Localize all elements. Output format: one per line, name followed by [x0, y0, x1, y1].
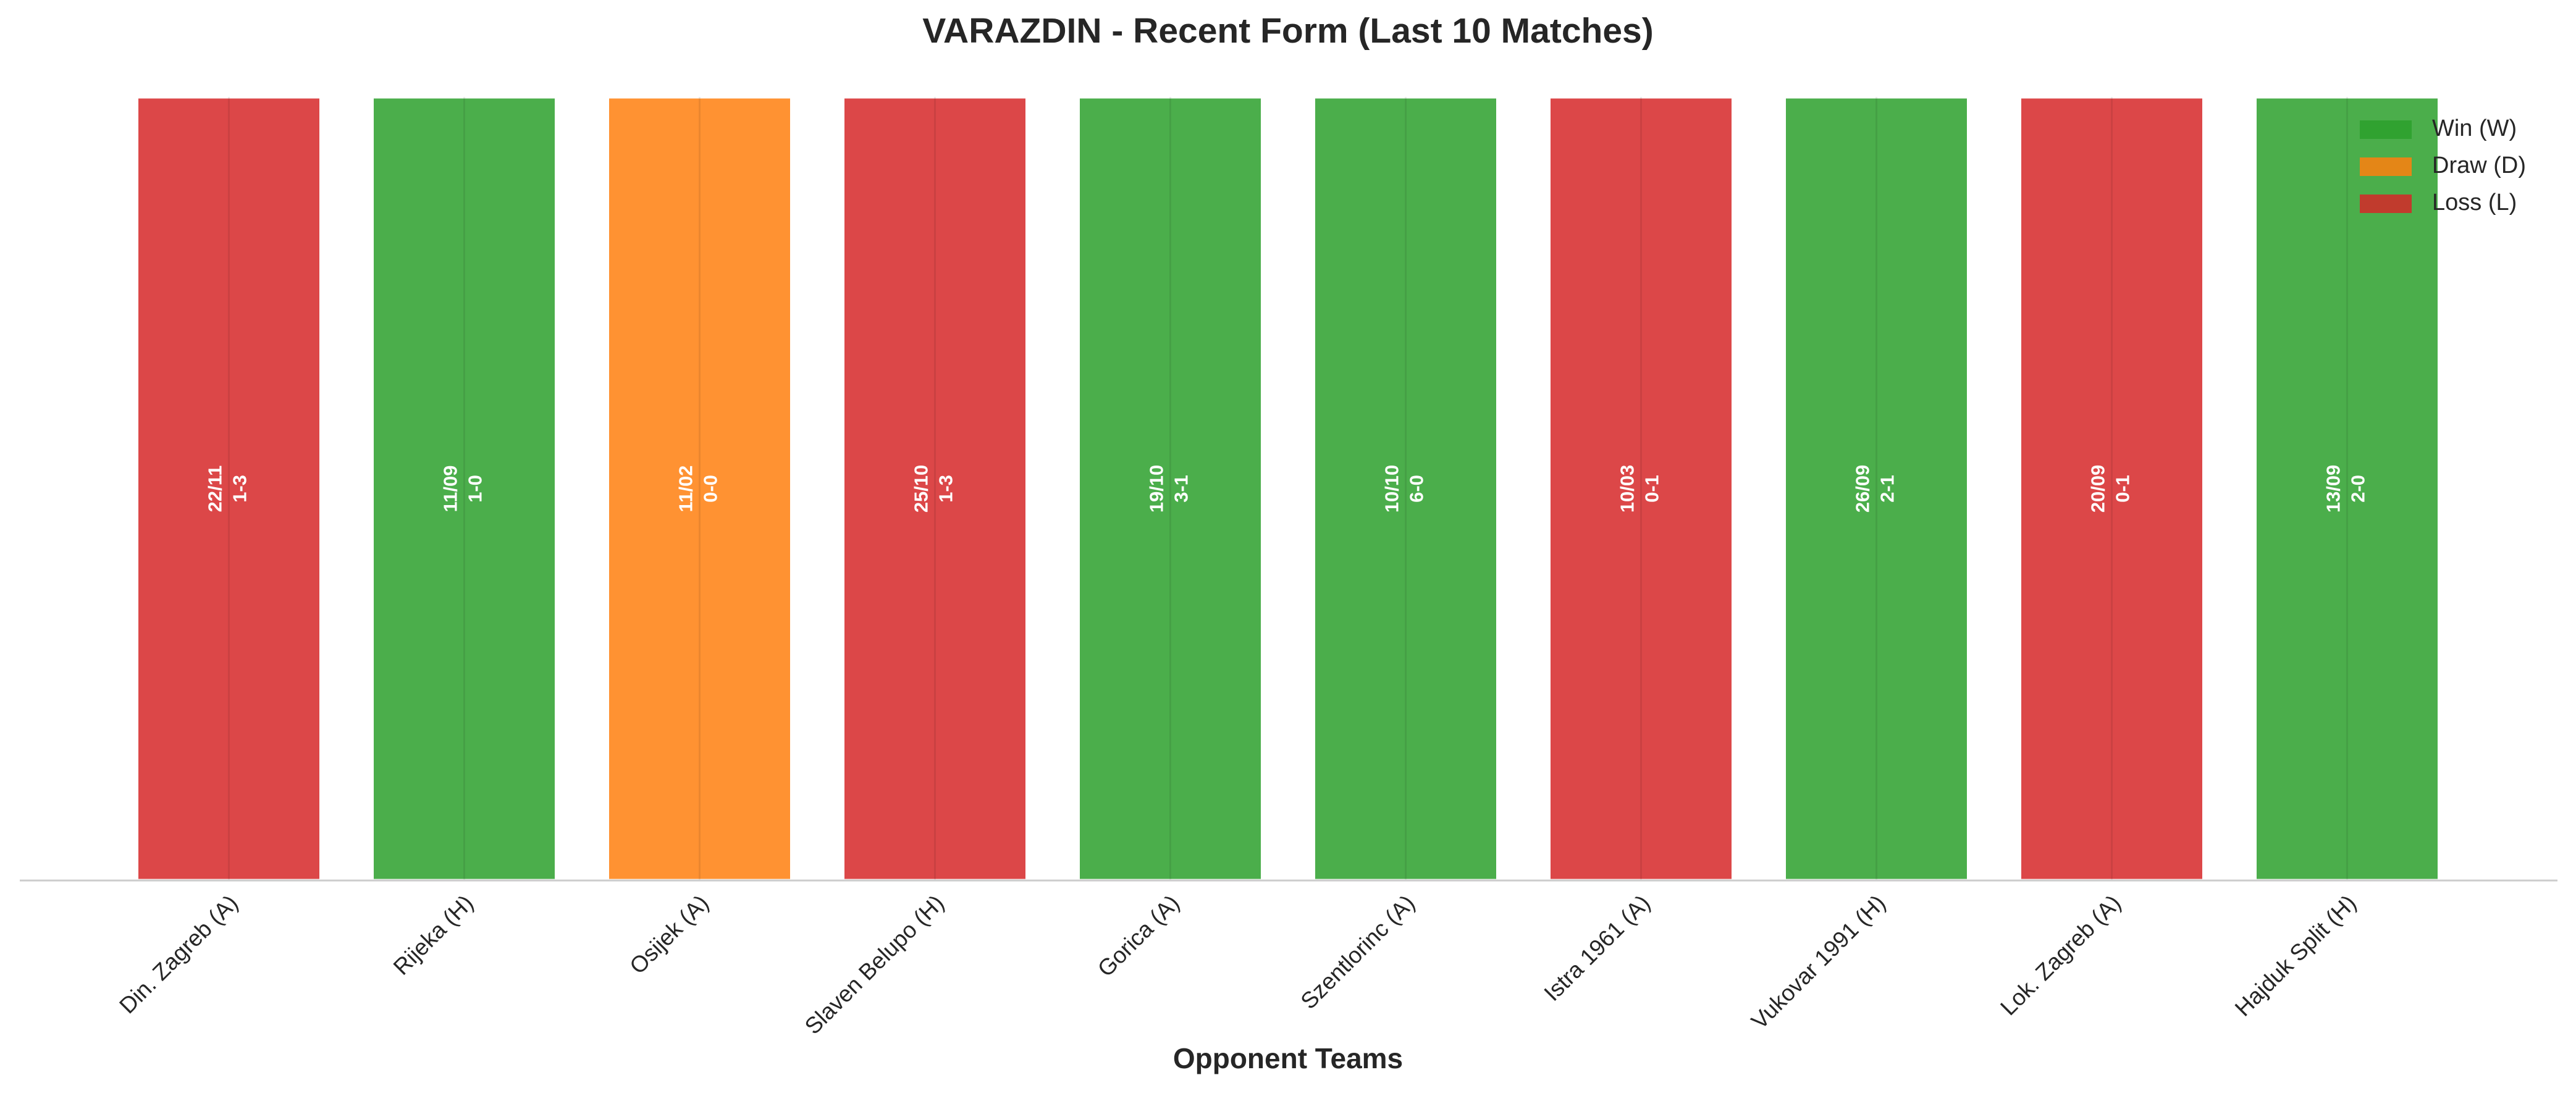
bar [2254, 95, 2441, 882]
bar-date-label: 19/10 [1146, 465, 1168, 513]
bar [1077, 95, 1264, 882]
bar-score-label: 0-1 [2112, 475, 2134, 503]
bar-date-label: 11/09 [440, 466, 461, 512]
bar-score-label: 1-0 [465, 475, 486, 503]
x-axis-label: Opponent Teams [1173, 1042, 1403, 1074]
bar-date-label: 11/02 [675, 466, 697, 512]
chart-title: VARAZDIN - Recent Form (Last 10 Matches) [922, 11, 1653, 51]
bar-date-label: 26/09 [1852, 465, 1874, 513]
bar-date-label: 20/09 [2087, 465, 2109, 513]
legend-label: Draw (D) [2432, 153, 2526, 178]
bar [2018, 95, 2205, 882]
bar-score-label: 0-0 [700, 475, 722, 503]
bar-date-label: 10/03 [1617, 465, 1638, 513]
bar-score-label: 0-1 [1641, 475, 1663, 503]
bar [1312, 95, 1499, 882]
bar [135, 95, 322, 882]
bar [606, 95, 793, 882]
bar-score-label: 3-1 [1171, 475, 1192, 503]
legend-swatch [2360, 120, 2412, 139]
bar-score-label: 2-0 [2347, 475, 2369, 503]
bar [1547, 95, 1735, 882]
bar-score-label: 1-3 [229, 475, 251, 503]
bar-score-label: 6-0 [1406, 475, 1428, 503]
bar [1783, 95, 1970, 882]
bar [371, 95, 558, 882]
bar-date-label: 13/09 [2323, 465, 2344, 513]
bar-date-label: 10/10 [1381, 465, 1403, 513]
legend-label: Loss (L) [2432, 190, 2517, 215]
legend-label: Win (W) [2432, 115, 2517, 141]
legend-swatch [2360, 157, 2412, 176]
bar-score-label: 2-1 [1877, 475, 1898, 503]
bar-score-label: 1-3 [935, 475, 957, 503]
legend-swatch [2360, 195, 2412, 213]
bar-date-label: 25/10 [911, 465, 932, 513]
bar [841, 95, 1029, 882]
bar-date-label: 22/11 [204, 466, 226, 512]
